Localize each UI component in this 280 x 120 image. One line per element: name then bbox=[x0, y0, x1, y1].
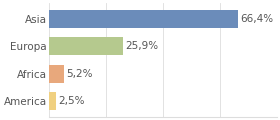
Text: 5,2%: 5,2% bbox=[66, 69, 93, 79]
Bar bbox=[49, 92, 57, 110]
Text: 25,9%: 25,9% bbox=[125, 41, 158, 51]
Bar bbox=[49, 37, 123, 55]
Text: 66,4%: 66,4% bbox=[240, 14, 273, 24]
Bar bbox=[49, 10, 238, 28]
Bar bbox=[49, 65, 64, 83]
Text: 2,5%: 2,5% bbox=[59, 96, 85, 106]
